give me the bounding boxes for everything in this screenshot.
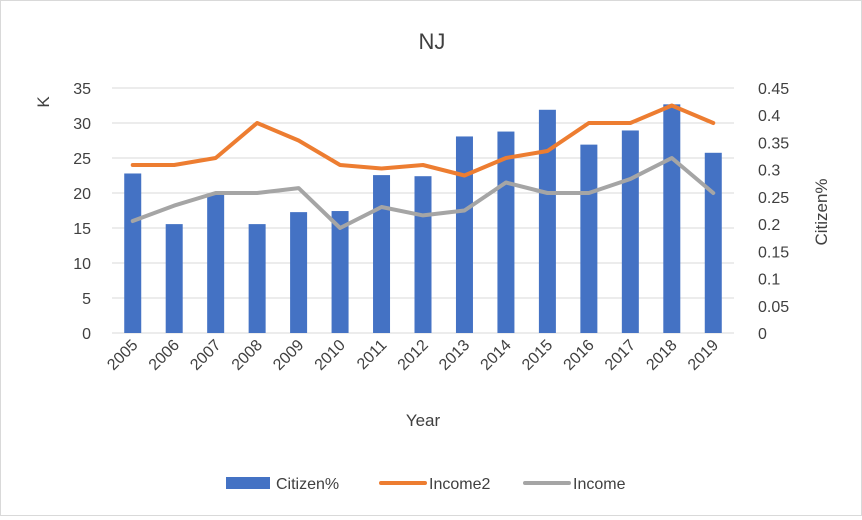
legend-label: Income2 xyxy=(429,476,490,493)
series-line xyxy=(130,156,716,230)
series-line xyxy=(130,103,716,178)
right-axis-ticks: 0 0.05 0.1 0.15 0.2 0.25 0.3 0.35 0.4 0.45 xyxy=(758,81,789,343)
y-tick-label: 30 xyxy=(73,116,91,133)
y-axis-title: K xyxy=(34,96,53,108)
bar xyxy=(621,130,639,333)
y2-tick-label: 0.2 xyxy=(758,217,780,234)
y2-tick-label: 0.45 xyxy=(758,81,789,98)
bar xyxy=(455,136,473,333)
line-series xyxy=(130,103,716,230)
bar xyxy=(207,194,225,333)
y2-tick-label: 0.3 xyxy=(758,163,780,180)
y2-axis-title: Citizen% xyxy=(812,178,831,245)
legend-swatch-bar xyxy=(226,477,270,489)
x-tick-label: 2007 xyxy=(187,337,224,374)
legend: Citizen% Income2 Income xyxy=(226,476,626,493)
x-tick-label: 2005 xyxy=(104,337,141,374)
y-tick-label: 10 xyxy=(73,256,91,273)
y-tick-label: 5 xyxy=(82,291,91,308)
x-tick-label: 2010 xyxy=(312,337,349,374)
y2-tick-label: 0.4 xyxy=(758,108,780,125)
bar xyxy=(331,211,349,333)
legend-label: Citizen% xyxy=(276,476,339,493)
x-tick-label: 2019 xyxy=(685,337,722,374)
legend-label: Income xyxy=(573,476,626,493)
y2-tick-label: 0.25 xyxy=(758,190,789,207)
left-axis-ticks: 0 5 10 15 20 25 30 35 xyxy=(73,81,91,343)
x-tick-label: 2017 xyxy=(602,337,639,374)
y2-tick-label: 0.35 xyxy=(758,135,789,152)
x-tick-label: 2012 xyxy=(395,337,432,374)
y-tick-label: 35 xyxy=(73,81,91,98)
y2-tick-label: 0.15 xyxy=(758,244,789,261)
y-tick-label: 20 xyxy=(73,186,91,203)
x-tick-label: 2014 xyxy=(478,337,515,374)
y-tick-label: 25 xyxy=(73,151,91,168)
x-tick-label: 2006 xyxy=(146,337,183,374)
bar xyxy=(538,109,556,334)
chart-title: NJ xyxy=(419,29,446,54)
bar xyxy=(580,144,598,333)
x-tick-label: 2013 xyxy=(436,337,473,374)
x-tick-label: 2008 xyxy=(229,337,266,374)
bar xyxy=(290,212,308,333)
y2-tick-label: 0 xyxy=(758,326,767,343)
x-axis-title: Year xyxy=(406,411,441,430)
bar xyxy=(373,175,391,333)
bar xyxy=(663,104,681,333)
bar-series-citizen xyxy=(124,104,722,334)
x-tick-label: 2018 xyxy=(643,337,680,374)
x-tick-label: 2015 xyxy=(519,337,556,374)
y2-tick-label: 0.1 xyxy=(758,272,780,289)
bar xyxy=(124,173,142,333)
x-tick-label: 2011 xyxy=(354,337,390,373)
bar xyxy=(165,224,183,333)
bar xyxy=(704,152,722,333)
x-tick-label: 2009 xyxy=(270,337,307,374)
y-tick-label: 15 xyxy=(73,221,91,238)
bar xyxy=(414,176,432,333)
y-tick-label: 0 xyxy=(82,326,91,343)
x-tick-label: 2016 xyxy=(561,337,598,374)
y2-tick-label: 0.05 xyxy=(758,299,789,316)
x-axis-ticks: 2005 2006 2007 2008 2009 2010 2011 2012 2013 2014… xyxy=(104,337,722,374)
bar xyxy=(248,224,266,333)
